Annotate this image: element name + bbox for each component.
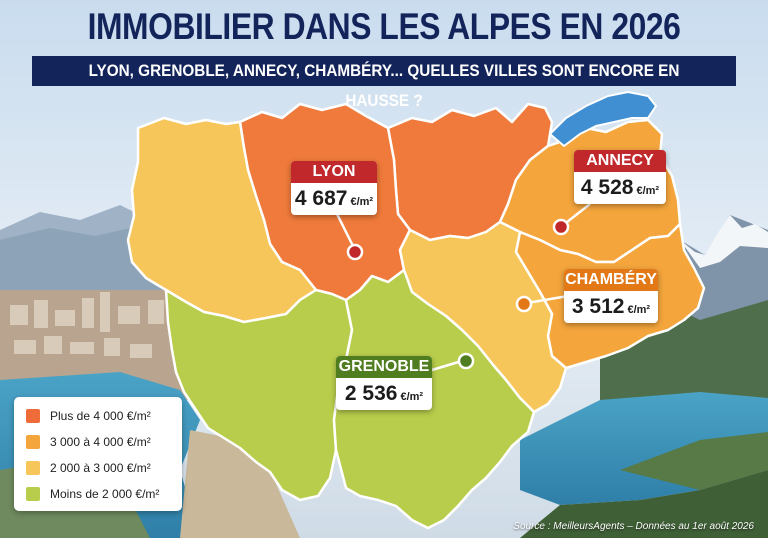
city-price-grenoble: 2 536 €/m² [336,378,432,410]
legend-item: 3 000 à 4 000 €/m² [14,429,182,455]
subtitle-text: LYON, GRENOBLE, ANNECY, CHAMBÉRY... QUEL… [88,61,680,110]
city-name-chambery: CHAMBÉRY [564,269,658,291]
grenoble-pin [457,352,475,370]
lyon-pin [346,243,364,261]
price-value: 4 687 [294,187,348,210]
city-price-chambery: 3 512 €/m² [564,291,658,323]
price-unit: €/m² [350,196,374,208]
legend-swatch [26,409,40,423]
legend-label: 2 000 à 3 000 €/m² [50,461,151,475]
price-value: 4 528 [580,176,634,199]
city-card-lyon: LYON 4 687 €/m² [291,161,377,215]
price-value: 3 512 [571,295,625,318]
legend-item: 2 000 à 3 000 €/m² [14,455,182,481]
legend-label: Plus de 4 000 €/m² [50,409,151,423]
city-name-lyon: LYON [291,161,377,183]
city-card-grenoble: GRENOBLE 2 536 €/m² [336,356,432,410]
price-value: 2 536 [344,382,398,405]
city-card-annecy: ANNECY 4 528 €/m² [574,150,666,204]
subtitle-banner: LYON, GRENOBLE, ANNECY, CHAMBÉRY... QUEL… [32,56,736,110]
region-ardeche [164,288,354,502]
legend-swatch [26,487,40,501]
legend: Plus de 4 000 €/m² 3 000 à 4 000 €/m² 2 … [14,397,182,511]
city-price-lyon: 4 687 €/m² [291,183,377,215]
price-unit: €/m² [400,391,424,403]
city-name-grenoble: GRENOBLE [336,356,432,378]
lake-geneva [549,91,657,147]
city-card-chambery: CHAMBÉRY 3 512 €/m² [564,269,658,323]
region-grenoble [332,268,536,530]
legend-swatch [26,435,40,449]
chambery-pin [515,295,533,313]
legend-item: Moins de 2 000 €/m² [14,481,182,507]
legend-item: Plus de 4 000 €/m² [14,403,182,429]
annecy-pin [552,218,570,236]
legend-label: 3 000 à 4 000 €/m² [50,435,151,449]
page-title: IMMOBILIER DANS LES ALPES EN 2026 [87,6,681,47]
price-unit: €/m² [627,304,651,316]
legend-label: Moins de 2 000 €/m² [50,487,160,501]
city-name-annecy: ANNECY [574,150,666,172]
price-unit: €/m² [636,185,660,197]
source-credit: Source : MeilleursAgents – Données au 1e… [513,521,754,532]
legend-swatch [26,461,40,475]
city-price-annecy: 4 528 €/m² [574,172,666,204]
